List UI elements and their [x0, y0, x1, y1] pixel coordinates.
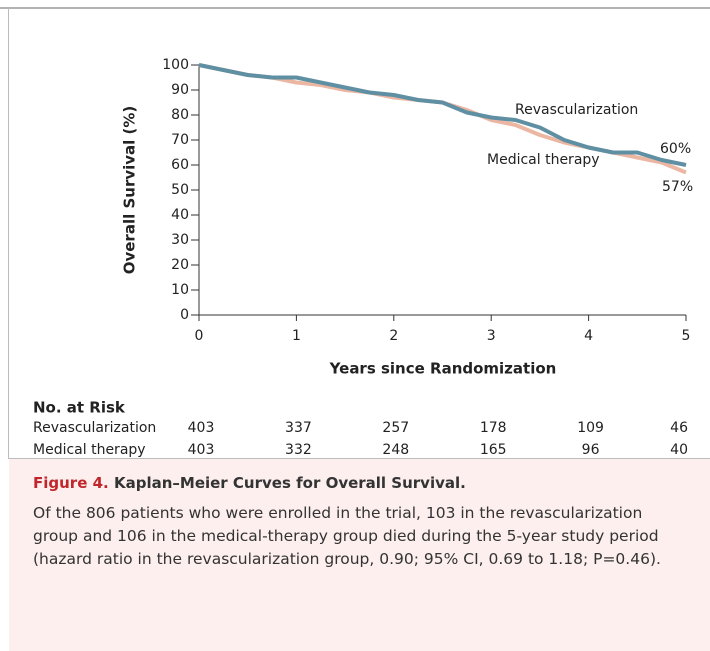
at-risk-count: 40: [670, 442, 688, 458]
at-risk-title: No. at Risk: [33, 399, 126, 417]
y-tick-label: 20: [171, 257, 189, 273]
end-label: 60%: [660, 141, 691, 157]
at-risk-label: Revascularization: [33, 420, 156, 436]
x-axis-label: Years since Randomization: [329, 360, 557, 378]
y-tick-label: 100: [162, 57, 189, 73]
at-risk-count: 403: [188, 442, 215, 458]
end-label: 57%: [662, 179, 693, 195]
y-tick-label: 80: [171, 107, 189, 123]
y-tick-label: 40: [171, 207, 189, 223]
survival-line: [198, 63, 687, 175]
y-axis-label: Overall Survival (%): [121, 106, 139, 275]
y-tick-label: 0: [180, 307, 189, 323]
series-label: Medical therapy: [487, 152, 600, 168]
y-tick-label: 90: [171, 82, 189, 98]
caption-text: Of the 806 patients who were enrolled in…: [33, 504, 661, 568]
at-risk-count: 109: [577, 420, 604, 436]
figure-title: Kaplan–Meier Curves for Overall Survival…: [113, 474, 466, 492]
x-tick-label: 3: [487, 328, 496, 344]
x-tick-label: 4: [584, 328, 593, 344]
at-risk-count: 257: [382, 420, 409, 436]
at-risk-count: 403: [188, 420, 215, 436]
at-risk-count: 46: [670, 420, 688, 436]
y-tick-label: 70: [171, 132, 189, 148]
y-tick-label: 60: [171, 157, 189, 173]
caption: Figure 4. Kaplan–Meier Curves for Overal…: [9, 459, 710, 651]
survival-line: [198, 63, 687, 167]
at-risk-count: 248: [382, 442, 409, 458]
x-tick-label: 5: [682, 328, 691, 344]
at-risk-count: 337: [285, 420, 312, 436]
x-tick-label: 2: [389, 328, 398, 344]
at-risk-label: Medical therapy: [33, 442, 146, 458]
at-risk-count: 96: [582, 442, 600, 458]
at-risk-count: 178: [480, 420, 507, 436]
chart: Overall Survival (%) Years since Randomi…: [0, 7, 710, 459]
x-tick-label: 0: [195, 328, 204, 344]
x-tick-label: 1: [292, 328, 301, 344]
y-tick-label: 30: [171, 232, 189, 248]
at-risk-count: 165: [480, 442, 507, 458]
figure-label: Figure 4.: [33, 474, 109, 492]
y-tick-label: 50: [171, 182, 189, 198]
at-risk-count: 332: [285, 442, 312, 458]
series-label: Revascularization: [515, 102, 638, 118]
y-tick-label: 10: [171, 282, 189, 298]
caption-heading: Figure 4. Kaplan–Meier Curves for Overal…: [33, 474, 686, 492]
